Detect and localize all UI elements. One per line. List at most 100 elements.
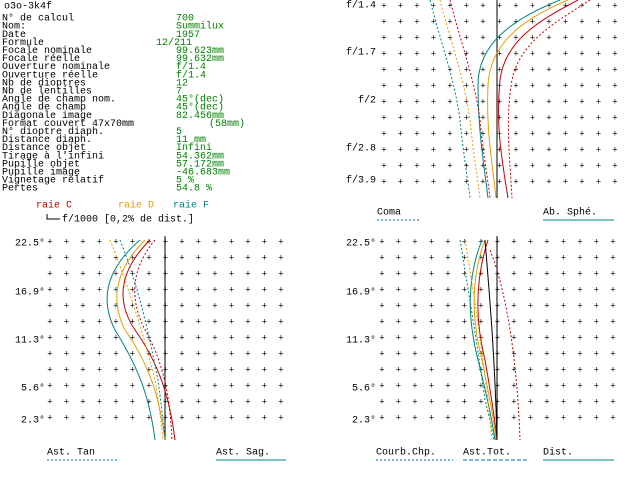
grid-plus: +	[179, 349, 184, 359]
grid-plus: +	[513, 49, 518, 59]
grid-plus: +	[130, 413, 135, 423]
grid-plus: +	[447, 49, 452, 59]
param-label: Formule	[2, 37, 44, 49]
grid-plus: +	[513, 177, 518, 187]
grid-plus: +	[47, 333, 52, 343]
param-value: (58mm)	[209, 118, 245, 130]
grid-plus: +	[97, 349, 102, 359]
grid-plus: +	[464, 1, 469, 11]
grid-plus: +	[462, 285, 467, 295]
grid-plus: +	[429, 365, 434, 375]
grid-plus: +	[97, 301, 102, 311]
grid-plus: +	[579, 161, 584, 171]
grid-plus: +	[414, 113, 419, 123]
param-label: N° de calcul	[2, 13, 74, 25]
grid-plus: +	[245, 381, 250, 391]
grid-plus: +	[528, 317, 533, 327]
grid-plus: +	[431, 177, 436, 187]
grid-plus: +	[47, 413, 52, 423]
grid-plus: +	[146, 413, 151, 423]
param-label: Pupille image	[2, 167, 80, 179]
grid-plus: +	[278, 269, 283, 279]
header-title: o3o-3k4f	[4, 1, 52, 13]
grid-plus: +	[245, 333, 250, 343]
grid-plus: +	[245, 317, 250, 327]
grid-plus: +	[447, 81, 452, 91]
grid-plus: +	[511, 253, 516, 263]
grid-plus: +	[546, 161, 551, 171]
grid-plus: +	[196, 253, 201, 263]
grid-plus: +	[513, 129, 518, 139]
grid-plus: +	[396, 269, 401, 279]
grid-plus: +	[196, 237, 201, 247]
grid-plus: +	[464, 65, 469, 75]
y-label: 16.9°	[346, 287, 376, 299]
grid-plus: +	[528, 413, 533, 423]
grid-plus: +	[579, 33, 584, 43]
grid-plus: +	[429, 253, 434, 263]
grid-plus: +	[412, 285, 417, 295]
param-value: 54.362mm	[176, 151, 224, 162]
grid-plus: +	[563, 161, 568, 171]
grid-plus: +	[146, 253, 151, 263]
grid-plus: +	[544, 269, 549, 279]
grid-plus: +	[379, 285, 384, 295]
field-curves	[459, 239, 521, 441]
grid-plus: +	[431, 81, 436, 91]
param-label: Ouverture nominale	[2, 61, 110, 73]
grid-plus: +	[179, 269, 184, 279]
y-label: f/2	[358, 95, 376, 107]
grid-plus: +	[196, 397, 201, 407]
grid-plus: +	[530, 17, 535, 27]
grid-plus: +	[47, 253, 52, 263]
y-label: f/1.7	[346, 47, 376, 59]
grid-plus: +	[396, 413, 401, 423]
param-label: Format couvert 47x70mm	[2, 119, 134, 130]
grid-plus: +	[511, 365, 516, 375]
grid-plus: +	[497, 1, 502, 11]
grid-plus: +	[381, 177, 386, 187]
grid-plus: +	[398, 113, 403, 123]
grid-plus: +	[262, 333, 267, 343]
grid-plus: +	[513, 33, 518, 43]
grid-plus: +	[464, 145, 469, 155]
grid-plus: +	[212, 333, 217, 343]
grid-plus: +	[596, 129, 601, 139]
grid-plus: +	[513, 1, 518, 11]
grid-plus: +	[146, 349, 151, 359]
grid-plus: +	[561, 317, 566, 327]
grid-plus: +	[546, 1, 551, 11]
param-label: Diagonale image	[2, 110, 92, 122]
grid-plus: +	[447, 129, 452, 139]
grid-plus: +	[146, 301, 151, 311]
grid-plus: +	[464, 81, 469, 91]
grid-plus: +	[245, 365, 250, 375]
grid-plus: +	[414, 97, 419, 107]
grid-plus: +	[414, 129, 419, 139]
legend-c: raie C	[36, 200, 72, 212]
grid-plus: +	[528, 381, 533, 391]
grid-plus: +	[561, 365, 566, 375]
grid-plus: +	[596, 49, 601, 59]
grid-plus: +	[146, 317, 151, 327]
grid-plus: +	[130, 317, 135, 327]
grid-plus: +	[563, 113, 568, 123]
grid-plus: +	[379, 333, 384, 343]
grid-plus: +	[596, 1, 601, 11]
grid-plus: +	[398, 177, 403, 187]
y-label: 5.6°	[21, 383, 45, 395]
grid-plus: +	[577, 301, 582, 311]
grid-plus: +	[262, 349, 267, 359]
grid-plus: +	[113, 365, 118, 375]
grid-plus: +	[398, 81, 403, 91]
grid-plus: +	[146, 285, 151, 295]
grid-plus: +	[97, 269, 102, 279]
grid-plus: +	[431, 113, 436, 123]
grid-plus: +	[47, 285, 52, 295]
grid-plus: +	[612, 177, 617, 187]
grid-plus: +	[97, 237, 102, 247]
grid-plus: +	[196, 333, 201, 343]
grid-plus: +	[497, 65, 502, 75]
grid-plus: +	[610, 317, 615, 327]
grid-plus: +	[480, 1, 485, 11]
